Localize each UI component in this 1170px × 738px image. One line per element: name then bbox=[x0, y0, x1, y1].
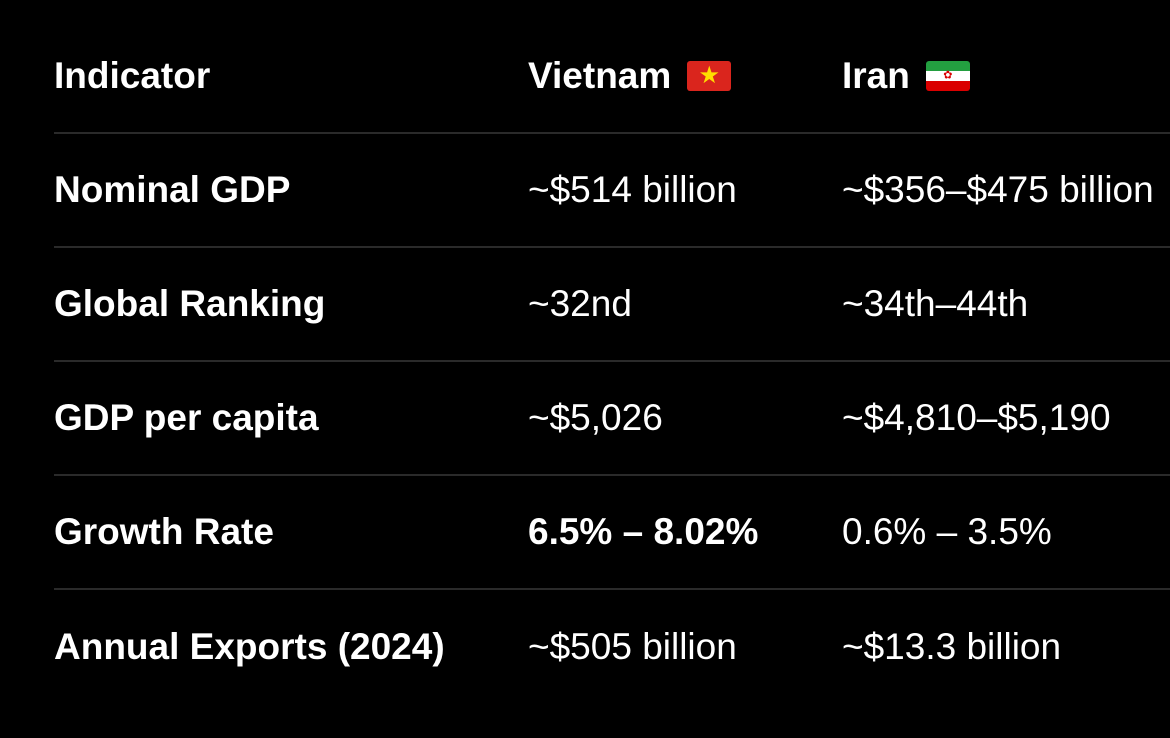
header-vietnam-label: Vietnam bbox=[528, 55, 672, 96]
iran-flag-icon: ✿ bbox=[925, 61, 970, 91]
comparison-table: Indicator Vietnam ★ Iran ✿ Nominal GDP ~… bbox=[54, 20, 1170, 704]
row-indicator: Nominal GDP bbox=[54, 169, 291, 210]
row-indicator: Annual Exports (2024) bbox=[54, 626, 445, 667]
header-iran-label: Iran bbox=[842, 55, 910, 96]
table-row: Growth Rate 6.5% – 8.02% 0.6% – 3.5% bbox=[54, 476, 1170, 590]
row-iran-value: ~$4,810–$5,190 bbox=[842, 397, 1111, 438]
vietnam-flag-icon: ★ bbox=[687, 61, 732, 91]
header-iran: Iran ✿ bbox=[842, 20, 1170, 132]
table-row: GDP per capita ~$5,026 ~$4,810–$5,190 bbox=[54, 362, 1170, 476]
table-header-row: Indicator Vietnam ★ Iran ✿ bbox=[54, 20, 1170, 134]
row-indicator: GDP per capita bbox=[54, 397, 319, 438]
table-row: Nominal GDP ~$514 billion ~$356–$475 bil… bbox=[54, 134, 1170, 248]
row-vietnam-value: ~$514 billion bbox=[528, 169, 737, 210]
row-vietnam-value: ~$5,026 bbox=[528, 397, 663, 438]
row-iran-value: ~34th–44th bbox=[842, 283, 1029, 324]
table-row: Annual Exports (2024) ~$505 billion ~$13… bbox=[54, 590, 1170, 704]
table-row: Global Ranking ~32nd ~34th–44th bbox=[54, 248, 1170, 362]
row-indicator: Growth Rate bbox=[54, 511, 274, 552]
row-iran-value: ~$356–$475 billion bbox=[842, 169, 1154, 210]
header-indicator: Indicator bbox=[54, 55, 211, 96]
header-vietnam: Vietnam ★ bbox=[528, 20, 838, 132]
row-vietnam-value: 6.5% – 8.02% bbox=[528, 511, 759, 552]
row-iran-value: ~$13.3 billion bbox=[842, 626, 1062, 667]
row-indicator: Global Ranking bbox=[54, 283, 326, 324]
row-iran-value: 0.6% – 3.5% bbox=[842, 511, 1052, 552]
row-vietnam-value: ~32nd bbox=[528, 283, 632, 324]
row-vietnam-value: ~$505 billion bbox=[528, 626, 737, 667]
